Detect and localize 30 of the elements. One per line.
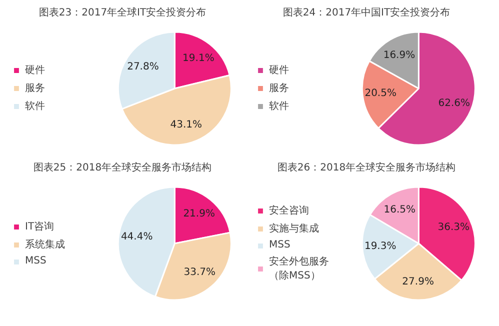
chart-title: 图表24：2017年中国IT安全投资分布: [282, 6, 450, 18]
data-label: 19.3%: [364, 240, 396, 252]
legend-label: MSS: [269, 240, 290, 250]
data-label: 20.5%: [364, 88, 396, 100]
legend-label: 安全外包服务（除MSS）: [269, 255, 329, 282]
data-label: 16.5%: [384, 204, 416, 216]
data-label: 43.1%: [170, 120, 202, 131]
data-label: 27.8%: [127, 61, 159, 72]
legend-label: 硬件: [25, 64, 45, 77]
chart-title: 图表23：2017年全球IT安全投资分布: [38, 6, 206, 18]
legend-label: 安全咨询: [269, 204, 309, 218]
legend-label: IT咨询: [25, 220, 54, 234]
chart-title: 图表26：2018年全球安全服务市场结构: [277, 162, 456, 174]
legend-label: 服务: [269, 82, 289, 95]
legend-label: 硬件: [269, 64, 289, 77]
legend-label: 系统集成: [25, 238, 65, 252]
legend-label: MSS: [25, 256, 46, 266]
data-label: 62.6%: [438, 98, 470, 109]
data-label: 16.9%: [383, 50, 416, 61]
legend-label: 服务: [25, 82, 45, 95]
data-label: 36.3%: [438, 222, 470, 233]
data-label: 33.7%: [184, 267, 216, 278]
data-label: 27.9%: [402, 276, 434, 288]
legend-label: 软件: [269, 100, 289, 113]
data-label: 21.9%: [183, 208, 215, 220]
legend-label: 实施与集成: [269, 222, 319, 236]
chart-title: 图表25：2018年全球安全服务市场结构: [33, 162, 212, 174]
data-label: 44.4%: [120, 231, 153, 242]
data-label: 19.1%: [182, 52, 214, 64]
legend-label: 软件: [25, 100, 45, 113]
